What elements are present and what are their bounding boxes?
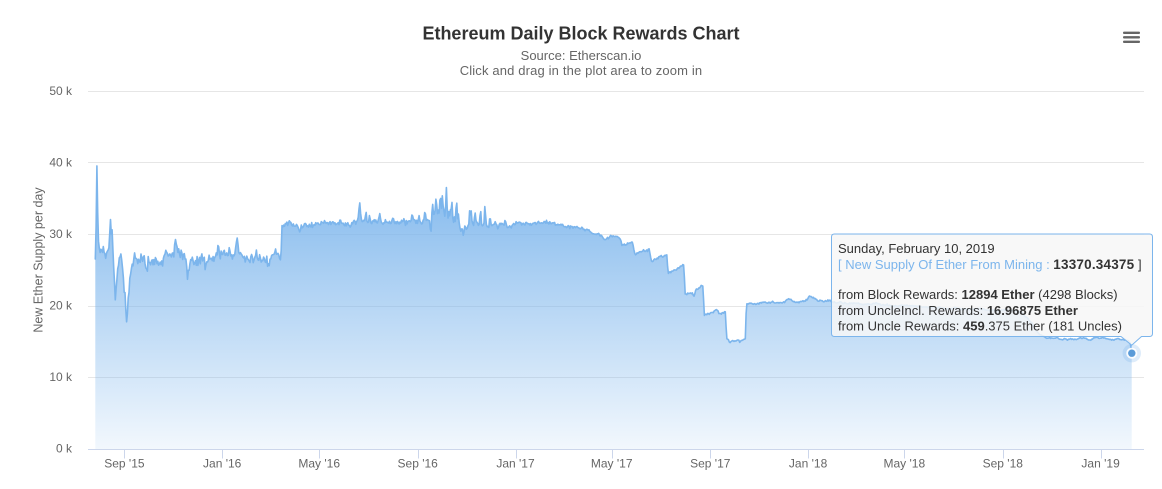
svg-text:Jan '19: Jan '19 (1081, 457, 1120, 471)
svg-text:from Block Rewards: 12894 Ethe: from Block Rewards: 12894 Ether (4298 Bl… (838, 287, 1118, 302)
svg-text:Sep '18: Sep '18 (983, 457, 1024, 471)
svg-text:May '16: May '16 (298, 457, 340, 471)
svg-text:30 k: 30 k (49, 227, 73, 241)
svg-text:Sep '16: Sep '16 (398, 457, 439, 471)
svg-text:May '18: May '18 (883, 457, 925, 471)
svg-text:May '17: May '17 (591, 457, 633, 471)
svg-text:10 k: 10 k (49, 370, 73, 384)
svg-text:Ethereum Daily Block Rewards C: Ethereum Daily Block Rewards Chart (422, 24, 739, 44)
svg-text:from UncleIncl. Rewards: 16.96: from UncleIncl. Rewards: 16.96875 Ether (838, 303, 1078, 318)
svg-text:20 k: 20 k (49, 298, 73, 312)
svg-text:Jan '18: Jan '18 (789, 457, 828, 471)
svg-text:Source: Etherscan.io: Source: Etherscan.io (521, 48, 642, 63)
svg-text:Sunday, February 10, 2019: Sunday, February 10, 2019 (838, 241, 995, 256)
svg-text:0 k: 0 k (56, 441, 73, 455)
svg-text:40 k: 40 k (49, 155, 73, 169)
svg-text:Sep '17: Sep '17 (690, 457, 731, 471)
svg-text:Jan '17: Jan '17 (496, 457, 535, 471)
svg-text:50 k: 50 k (49, 84, 73, 98)
svg-text:Click and drag in the plot are: Click and drag in the plot area to zoom … (460, 63, 703, 78)
svg-text:from Uncle Rewards: 459.375 Et: from Uncle Rewards: 459.375 Ether (181 U… (838, 319, 1122, 334)
svg-text:[ New Supply Of Ether From Min: [ New Supply Of Ether From Mining : 1337… (838, 257, 1142, 272)
svg-text:Sep '15: Sep '15 (104, 457, 145, 471)
svg-text:Jan '16: Jan '16 (203, 457, 242, 471)
svg-text:New Ether Supply per day: New Ether Supply per day (32, 187, 46, 333)
